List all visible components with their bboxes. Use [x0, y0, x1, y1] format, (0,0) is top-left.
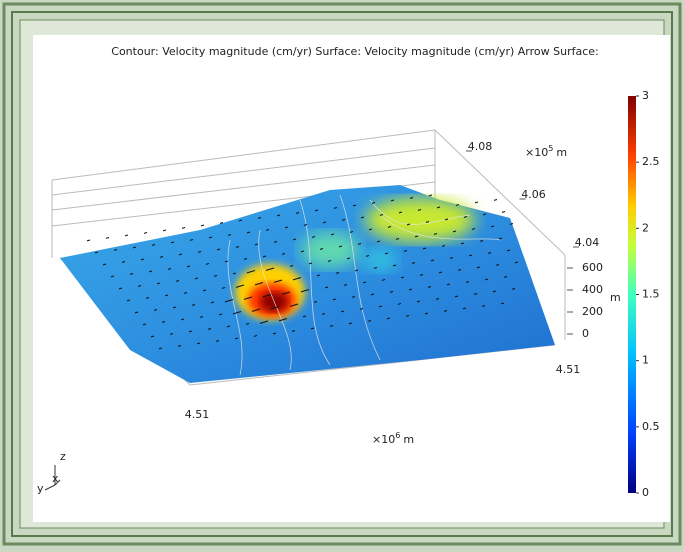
chart: Contour: Velocity magnitude (cm/yr) Surf… [0, 0, 684, 548]
z-unit: m [610, 291, 621, 304]
y-tick-label: 4.08 [468, 140, 493, 153]
z-tick-label: 200 [582, 305, 603, 318]
colorbar-tick-label: 2 [642, 221, 649, 234]
colorbar-tick-label: 1 [642, 354, 649, 367]
y-tick-label: 4.04 [575, 236, 600, 249]
title: Contour: Velocity magnitude (cm/yr) Surf… [111, 45, 598, 58]
colorbar-tick-label: 3 [642, 89, 649, 102]
triad-label: x [52, 472, 59, 485]
x-tick-label: 4.51 [556, 363, 581, 376]
x-tick-label: 4.51 [185, 408, 210, 421]
colorbar-tick-label: 0.5 [642, 420, 660, 433]
y-tick-label: 4.06 [521, 188, 546, 201]
z-tick-label: 0 [582, 327, 589, 340]
triad-label: z [60, 450, 66, 463]
colorbar [628, 96, 636, 493]
triad-label: y [37, 482, 44, 495]
colorbar-tick-label: 1.5 [642, 288, 660, 301]
x-unit: ×106m [372, 431, 414, 447]
z-tick-label: 400 [582, 283, 603, 296]
colorbar-tick-label: 0 [642, 486, 649, 499]
colorbar-tick-label: 2.5 [642, 155, 660, 168]
z-tick-label: 600 [582, 261, 603, 274]
